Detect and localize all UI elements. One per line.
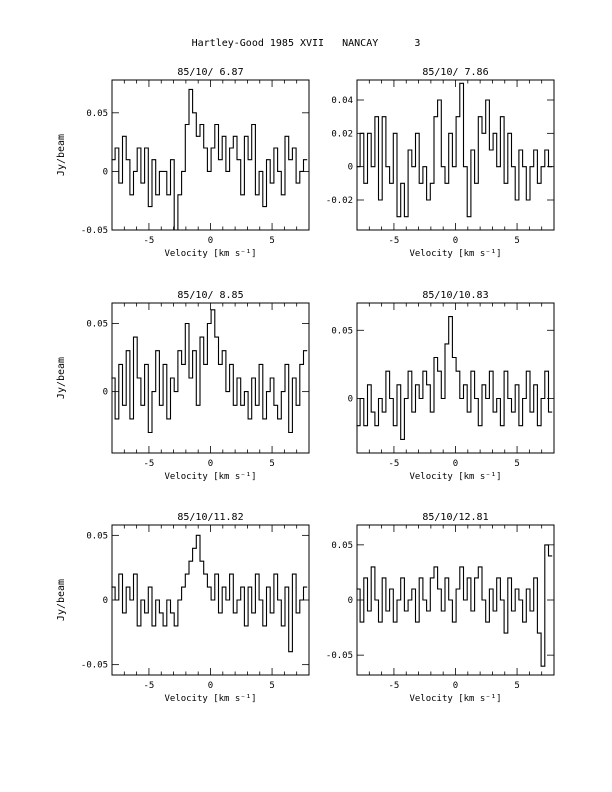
x-tick-label: -5 (144, 459, 155, 469)
y-tick-label: 0.05 (86, 531, 108, 541)
y-tick-label: 0 (348, 394, 353, 404)
x-tick-label: -5 (389, 681, 400, 691)
x-axis-label: Velocity [km s⁻¹] (409, 472, 501, 482)
y-tick-label: -0.05 (81, 661, 108, 671)
spectrum-line (111, 309, 308, 434)
x-tick-label: 5 (514, 681, 519, 691)
panel-title: 85/10/ 7.86 (422, 67, 488, 78)
panel-title: 85/10/ 8.85 (177, 290, 243, 301)
x-tick-label: 5 (269, 459, 274, 469)
plot-frame (111, 79, 310, 231)
x-tick-label: 0 (453, 681, 458, 691)
y-tick-label: 0.05 (86, 319, 108, 329)
plot-frame (111, 302, 310, 454)
chart-panel-3: 85/10/ 8.85 -5 0 5 0.05 0 Velocity [km s⁻¹] Jy/… (56, 290, 310, 482)
x-tick-label: 0 (208, 459, 213, 469)
x-tick-label: -5 (389, 459, 400, 469)
y-tick-label: 0 (103, 388, 108, 398)
plot-frame (356, 79, 555, 231)
chart-panel-1: 85/10/ 6.87 -5 0 5 0 0.05 -0.05 Velocity [km s⁻… (56, 67, 310, 259)
y-axis-label: Jy/beam (56, 134, 67, 176)
page-title: Hartley-Good 1985 XVII NANCAY 3 (191, 38, 421, 49)
panel-title: 85/10/10.83 (422, 290, 488, 301)
x-tick-label: 0 (453, 236, 458, 246)
chart-panel-5: 85/10/11.82 -5 0 5 0.05 0 -0.05 Velocity [km s⁻… (56, 512, 310, 704)
x-tick-label: 5 (269, 681, 274, 691)
x-tick-label: 5 (514, 459, 519, 469)
x-tick-label: 0 (208, 236, 213, 246)
x-tick-label: 0 (453, 459, 458, 469)
spectrum-line (356, 544, 553, 667)
y-tick-label: 0.02 (331, 129, 353, 139)
x-tick-label: 5 (514, 236, 519, 246)
y-tick-label: 0 (103, 167, 108, 177)
y-tick-label: 0 (348, 596, 353, 606)
y-axis-label: Jy/beam (56, 357, 67, 399)
plot-frame (356, 524, 555, 676)
y-tick-label: 0.05 (331, 541, 353, 551)
spectrum-line (356, 82, 553, 218)
x-tick-label: 0 (208, 681, 213, 691)
spectrum-line (111, 88, 308, 231)
x-axis-label: Velocity [km s⁻¹] (409, 694, 501, 704)
chart-panel-4: 85/10/10.83 -5 0 5 0.05 0 Velocity [km s⁻¹] (331, 290, 555, 482)
y-tick-label: 0 (348, 163, 353, 173)
y-tick-label: 0 (103, 596, 108, 606)
y-tick-label: -0.02 (326, 196, 353, 206)
x-tick-label: -5 (144, 236, 155, 246)
spectrum-line (356, 316, 553, 440)
panel-title: 85/10/12.81 (422, 512, 488, 523)
panel-title: 85/10/11.82 (177, 512, 243, 523)
y-tick-label: -0.05 (326, 651, 353, 661)
x-axis-label: Velocity [km s⁻¹] (409, 249, 501, 259)
x-axis-label: Velocity [km s⁻¹] (164, 249, 256, 259)
x-tick-label: -5 (389, 236, 400, 246)
chart-panel-2: 85/10/ 7.86 -5 0 5 0.04 0.02 0 -0.02 Velocity [k… (326, 67, 555, 259)
y-tick-label: 0.04 (331, 96, 353, 106)
panel-title: 85/10/ 6.87 (177, 67, 243, 78)
y-tick-label: 0.05 (86, 109, 108, 119)
x-axis-label: Velocity [km s⁻¹] (164, 472, 256, 482)
x-tick-label: -5 (144, 681, 155, 691)
plot-frame (356, 302, 555, 454)
chart-panel-6: 85/10/12.81 -5 0 5 0.05 0 -0.05 Velocity [km s⁻… (326, 512, 555, 704)
x-tick-label: 5 (269, 236, 274, 246)
x-axis-label: Velocity [km s⁻¹] (164, 694, 256, 704)
spectrum-line (111, 534, 308, 653)
y-tick-label: -0.05 (81, 226, 108, 236)
y-axis-label: Jy/beam (56, 579, 67, 621)
y-tick-label: 0.05 (331, 326, 353, 336)
